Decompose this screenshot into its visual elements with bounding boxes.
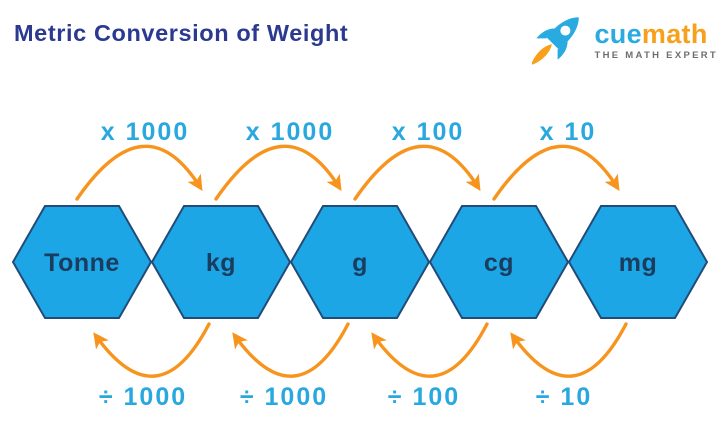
arrow-multiply-kg-to-g [214,144,342,201]
multiply-label: x 1000 [246,118,334,146]
arrow-divide-g-to-kg [232,322,350,378]
unit-label: cg [484,249,514,277]
divide-label: ÷ 1000 [240,383,328,411]
unit-hexagon-cg: cg [428,205,570,319]
unit-hexagon-mg: mg [567,205,709,319]
arrow-multiply-tonne-to-kg [75,144,203,201]
page-title: Metric Conversion of Weight [14,20,349,46]
multiply-label: x 100 [392,118,465,146]
arrow-divide-cg-to-g [371,322,489,378]
unit-label: mg [619,249,658,277]
rocket-icon [531,5,592,76]
unit-label: Tonne [44,249,120,277]
multiply-label: x 1000 [101,118,189,146]
unit-hexagon-g: g [289,205,431,319]
brand-name: cuemath [594,20,718,48]
brand-logo: cuemath THE MATH EXPERT [531,5,718,76]
brand-name-math: math [641,18,708,49]
arrow-multiply-cg-to-mg [492,144,620,201]
divide-label: ÷ 10 [536,383,592,411]
arrow-multiply-g-to-cg [353,144,481,201]
unit-label: g [352,249,368,277]
unit-hexagon-kg: kg [150,205,292,319]
multiply-label: x 10 [540,118,597,146]
unit-hexagon-tonne: Tonne [11,205,153,319]
brand-tagline: THE MATH EXPERT [594,50,718,62]
arrow-divide-kg-to-tonne [93,322,211,378]
brand-name-cue: cue [594,18,642,49]
divide-label: ÷ 1000 [99,383,187,411]
divide-label: ÷ 100 [388,383,460,411]
hexagon-shape [567,205,709,319]
unit-label: kg [206,249,236,277]
arrow-divide-mg-to-cg [510,322,628,378]
brand-text: cuemath THE MATH EXPERT [594,20,718,61]
